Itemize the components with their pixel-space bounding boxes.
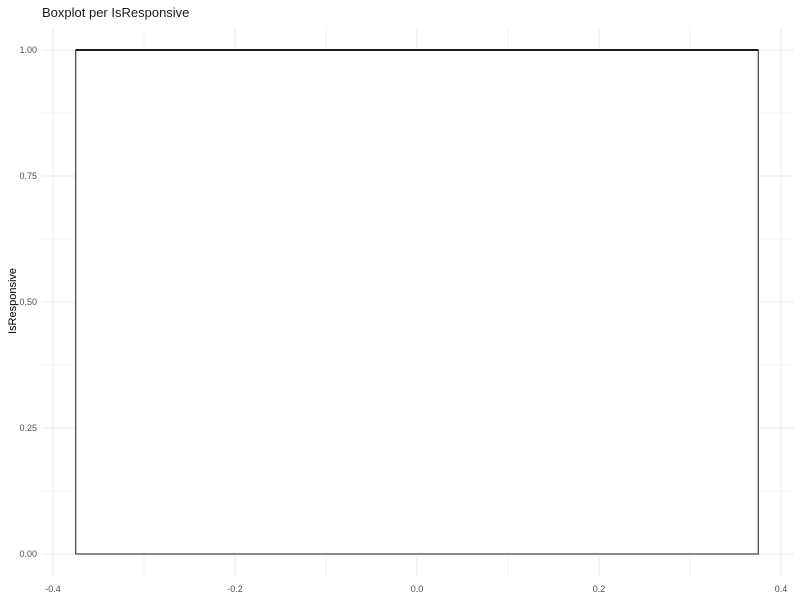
y-tick-label: 0.00 (19, 549, 37, 559)
y-tick-label: 0.50 (19, 297, 37, 307)
x-tick-label: -0.2 (227, 584, 243, 594)
y-tick-label: 1.00 (19, 45, 37, 55)
x-tick-label: 0.4 (775, 584, 788, 594)
x-tick-label: 0.0 (411, 584, 424, 594)
y-tick-label: 0.25 (19, 423, 37, 433)
y-axis-ticks: 0.00 0.25 0.50 0.75 1.00 (19, 45, 37, 559)
x-axis-ticks: -0.4 -0.2 0.0 0.2 0.4 (45, 584, 787, 594)
chart-title: Boxplot per IsResponsive (42, 5, 190, 20)
x-tick-label: -0.4 (45, 584, 61, 594)
box-plot (75, 49, 759, 555)
y-tick-label: 0.75 (19, 171, 37, 181)
x-tick-label: 0.2 (593, 584, 606, 594)
box-iqr (75, 49, 759, 555)
y-axis-title: IsResponsive (7, 268, 19, 334)
